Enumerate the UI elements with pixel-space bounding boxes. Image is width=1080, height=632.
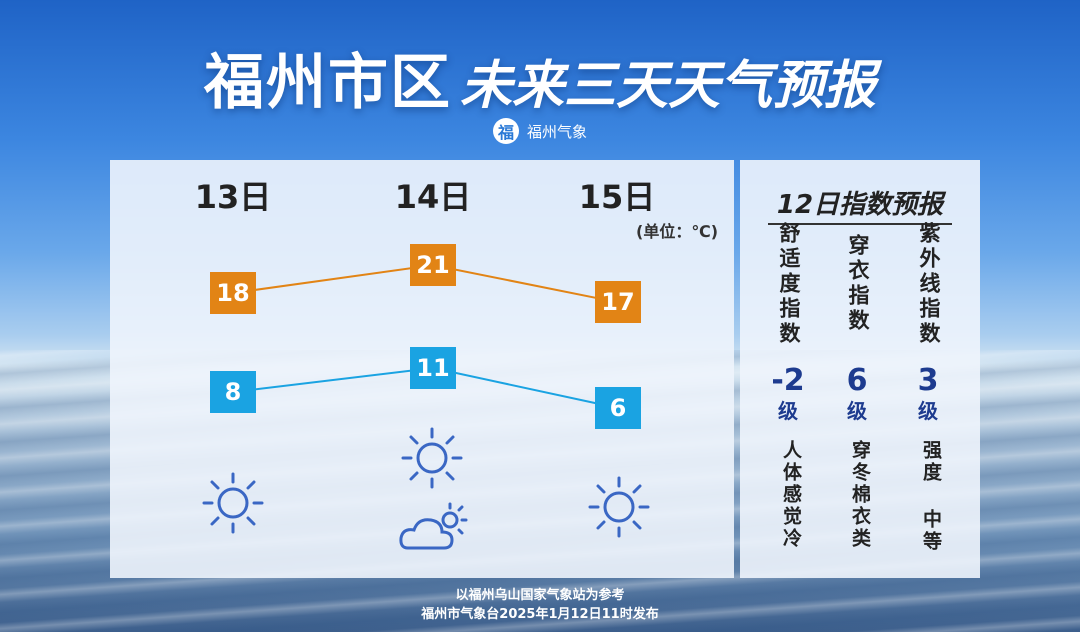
day-label-14: 14日 (394, 178, 472, 216)
page-title: 福州市区 未来三天天气预报 (0, 34, 1080, 121)
index-level-uv: 3 级 (898, 364, 958, 424)
index-level-dressing: 6 级 (827, 364, 887, 424)
index-desc-comfort: 人体感觉冷 (780, 440, 802, 550)
low-temp-13: 8 (210, 371, 256, 413)
title-subtitle: 未来三天天气预报 (459, 56, 876, 116)
sunny-icon (202, 472, 264, 534)
high-temp-15: 17 (595, 281, 641, 324)
index-name-comfort: 舒适度指数 (777, 222, 801, 347)
high-temp-13: 18 (210, 272, 256, 314)
comfort-level-unit: 级 (778, 399, 798, 423)
index-desc-uv: 强度 中等 (920, 440, 942, 553)
footer-issued: 福州市气象台2025年1月12日11时发布 (421, 607, 659, 622)
index-name-dressing: 穿衣指数 (846, 234, 870, 334)
high-temp-14: 21 (410, 244, 456, 287)
unit-label: (单位：℃) (636, 222, 719, 241)
index-name-uv: 紫外线指数 (917, 222, 941, 347)
fuzhou-weather-logo-icon: 福 (492, 118, 519, 144)
low-temp-15: 6 (595, 387, 641, 429)
index-panel (740, 160, 980, 578)
dressing-level-value: 6 (846, 363, 868, 398)
sunny-and-partly-cloudy-icon (399, 427, 468, 550)
index-level-comfort: -2 级 (758, 364, 818, 424)
day-label-13: 13日 (194, 178, 272, 216)
index-desc-dressing: 穿冬棉衣类 (849, 440, 871, 550)
comfort-level-value: -2 (771, 363, 805, 398)
index-title-underline (768, 223, 952, 225)
title-place: 福州市区 (203, 48, 452, 118)
index-title: 12日指数预报 (740, 184, 980, 225)
dressing-level-unit: 级 (847, 399, 867, 423)
brand-name: 福州气象 (526, 122, 587, 141)
uv-level-value: 3 (917, 363, 939, 398)
uv-level-unit: 级 (918, 399, 938, 423)
index-title-text: 12日指数预报 (776, 190, 944, 220)
footer-reference: 以福州乌山国家气象站为参考 (455, 588, 625, 603)
brand: 福 福州气象 (0, 118, 1080, 144)
day-label-15: 15日 (578, 178, 656, 216)
sunny-icon (588, 476, 650, 538)
low-temp-14: 11 (410, 347, 456, 389)
